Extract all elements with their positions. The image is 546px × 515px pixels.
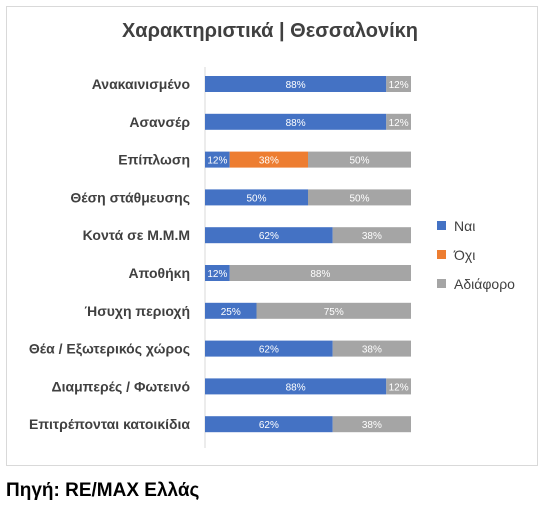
data-label: 38% [362, 231, 382, 242]
legend-swatch [437, 279, 446, 288]
data-label: 88% [286, 382, 306, 393]
bar-segment [205, 340, 333, 357]
legend-swatch [437, 221, 446, 230]
bar-segment [205, 76, 387, 92]
data-label: 62% [259, 345, 279, 356]
source-note: Πηγή: RE/MAX Ελλάς [6, 480, 200, 501]
legend-label: Ναι [454, 218, 475, 234]
legend-label: Αδιάφορο [454, 276, 515, 292]
category-label: Θέα / Εξωτερικός χώρος [29, 341, 190, 357]
bar-segment [332, 340, 411, 357]
bar-segment [386, 378, 411, 395]
bar-segment [205, 151, 230, 168]
category-label: Ήσυχη περιοχή [85, 303, 190, 319]
data-label: 50% [349, 193, 369, 204]
bar-segment [332, 416, 411, 433]
data-label: 75% [324, 307, 344, 318]
data-label: 50% [246, 193, 266, 204]
legend-label: Όχι [453, 247, 475, 263]
category-label: Θέση στάθμευσης [70, 189, 190, 205]
category-label: Κοντά σε Μ.Μ.Μ [83, 227, 190, 243]
bar-segment [229, 265, 411, 281]
category-label: Αποθήκη [129, 265, 190, 281]
data-label: 62% [259, 420, 279, 431]
category-label: Ασανσέρ [129, 114, 190, 130]
bar-segment [205, 416, 333, 433]
data-label: 88% [286, 118, 306, 129]
bar-segment [386, 113, 411, 130]
bar-segment [308, 189, 411, 206]
data-label: 12% [389, 118, 409, 129]
data-label: 88% [286, 80, 306, 91]
data-label: 38% [362, 420, 382, 431]
bar-segment [205, 227, 333, 244]
bar-segment [229, 151, 308, 168]
data-label: 12% [207, 269, 227, 280]
data-label: 25% [221, 307, 241, 318]
category-label: Ανακαινισμένο [92, 76, 190, 92]
data-label: 12% [389, 382, 409, 393]
data-label: 88% [310, 269, 330, 280]
category-label: Επιτρέπονται κατοικίδια [29, 416, 190, 432]
bar-segment [332, 227, 411, 244]
stacked-bar-chart: Χαρακτηριστικά | Θεσσαλονίκη Ανακαινισμέν… [29, 20, 515, 448]
data-label: 62% [259, 231, 279, 242]
bar-segment [308, 151, 411, 168]
data-label: 12% [389, 80, 409, 91]
bar-segment [205, 265, 230, 281]
data-label: 38% [362, 345, 382, 356]
bar-segment [205, 113, 387, 130]
chart-title: Χαρακτηριστικά | Θεσσαλονίκη [122, 20, 418, 42]
data-label: 38% [259, 156, 279, 167]
bar-segment [205, 302, 257, 319]
category-label: Επίπλωση [118, 152, 190, 168]
data-label: 12% [207, 156, 227, 167]
bar-segment [386, 76, 411, 92]
category-label: Διαμπερές / Φωτεινό [52, 378, 190, 394]
bar-segment [205, 189, 308, 206]
bar-segment [205, 378, 387, 395]
data-label: 50% [349, 156, 369, 167]
bar-segment [256, 302, 411, 319]
legend-swatch [437, 250, 446, 259]
